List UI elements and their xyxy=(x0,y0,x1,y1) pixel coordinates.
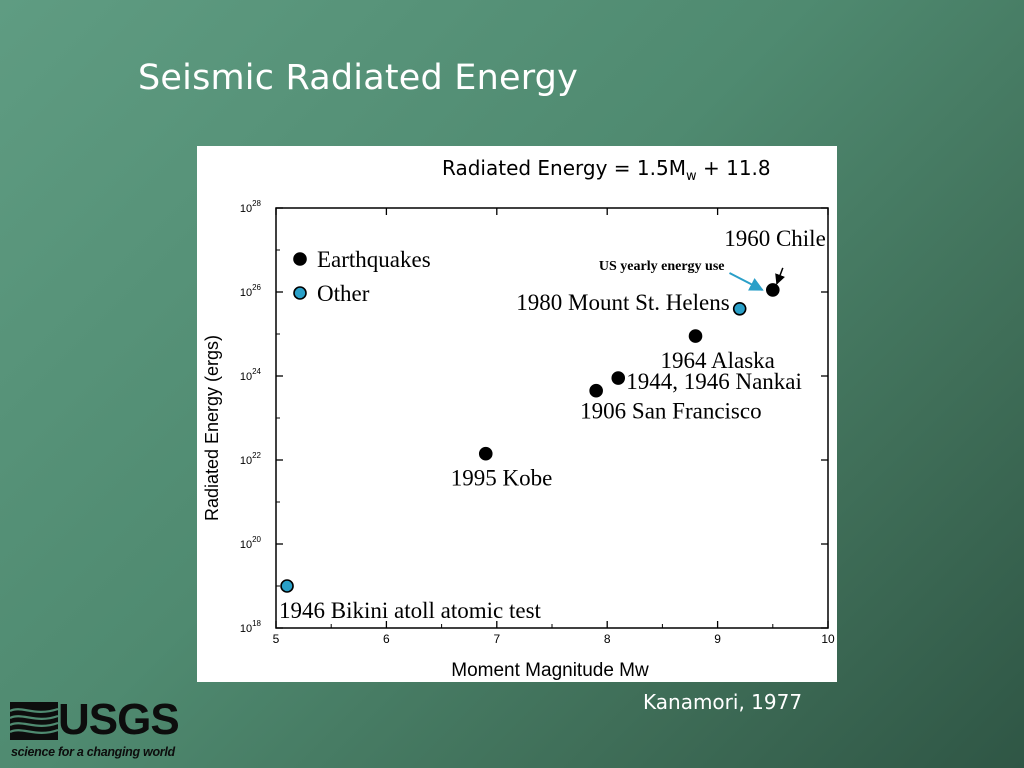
formula-prefix: Radiated Energy = 1.5M xyxy=(442,156,686,180)
arrow-chile xyxy=(775,267,786,285)
formula-suffix: + 11.8 xyxy=(696,156,771,180)
point-label: 1946 Bikini atoll atomic test xyxy=(279,598,542,623)
point-label: 1980 Mount St. Helens xyxy=(516,290,729,315)
citation: Kanamori, 1977 xyxy=(643,690,803,714)
chart-panel: 5 6 7 8 9 10 1018 1020 1022 1024 1026 1028 Moment Ma… xyxy=(197,146,837,682)
data-point-earthquake xyxy=(611,371,626,385)
formula-subscript: w xyxy=(685,169,697,184)
legend-label-other: Other xyxy=(317,281,370,306)
point-label: US yearly energy use xyxy=(599,259,725,274)
formula-caption: Radiated Energy = 1.5Mw + 11.8 xyxy=(442,156,771,184)
point-label: 1964 Alaska xyxy=(661,348,775,373)
point-label: 1944, 1946 Nankai xyxy=(626,369,802,394)
data-point-earthquake xyxy=(589,383,603,398)
y-tick-label: 1022 xyxy=(240,451,262,467)
y-tick-label: 1020 xyxy=(240,535,262,551)
data-point-earthquake xyxy=(688,329,703,343)
x-tick-label: 7 xyxy=(493,632,500,646)
usgs-wave-icon xyxy=(10,702,58,740)
arrow-us-energy xyxy=(729,272,764,291)
point-label: 1906 San Francisco xyxy=(580,399,761,424)
y-tick-label: 1018 xyxy=(240,619,262,635)
usgs-logo: USGS science for a changing world xyxy=(10,695,180,763)
usgs-tagline: science for a changing world xyxy=(11,745,175,759)
x-axis-label: Moment Magnitude Mw xyxy=(451,660,649,681)
x-tick-label: 10 xyxy=(821,632,835,646)
scatter-chart: 5 6 7 8 9 10 1018 1020 1022 1024 1026 1028 Moment Ma… xyxy=(202,199,835,681)
usgs-wordmark: USGS xyxy=(58,695,180,744)
point-label: 1995 Kobe xyxy=(451,466,553,491)
data-point-earthquake xyxy=(765,283,780,297)
x-tick-label: 5 xyxy=(273,632,280,646)
x-tick-label: 9 xyxy=(714,632,721,646)
data-point-other xyxy=(280,579,294,593)
legend-marker-earthquake xyxy=(293,252,307,266)
x-tick-label: 6 xyxy=(383,632,390,646)
y-tick-label: 1024 xyxy=(240,367,262,383)
slide-title: Seismic Radiated Energy xyxy=(138,58,579,98)
legend-label-earthquake: Earthquakes xyxy=(317,247,431,272)
data-point-earthquake xyxy=(478,446,493,461)
y-axis-label: Radiated Energy (ergs) xyxy=(202,335,222,521)
point-label: 1960 Chile xyxy=(724,226,826,251)
legend-marker-other xyxy=(293,286,307,300)
y-tick-label: 1026 xyxy=(240,283,262,299)
y-tick-label: 1028 xyxy=(240,199,262,215)
x-tick-label: 8 xyxy=(604,632,611,646)
data-point-other xyxy=(732,302,747,316)
